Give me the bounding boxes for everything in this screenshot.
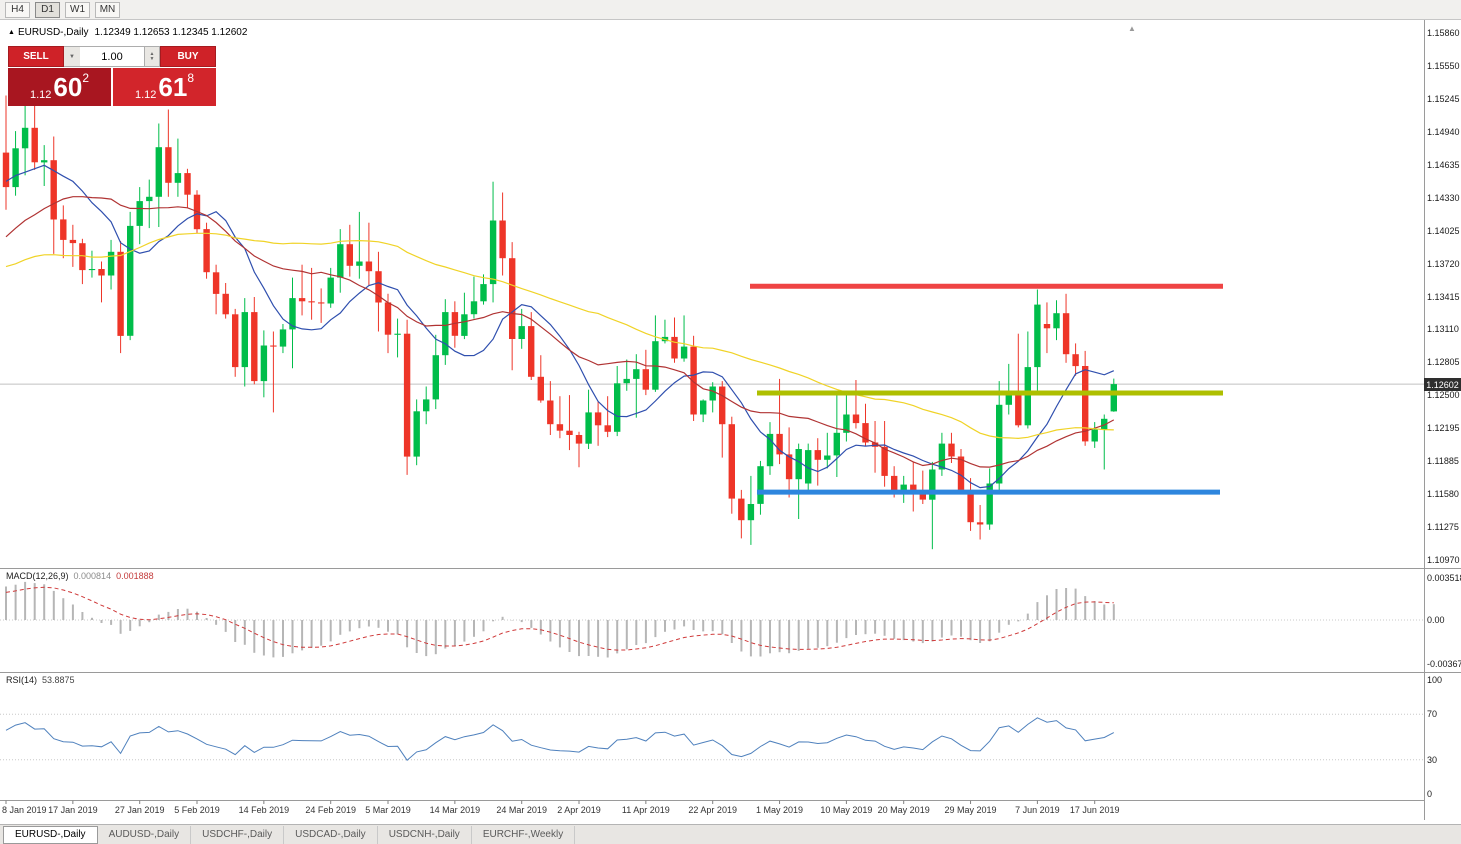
- ma-10-line: [5, 164, 1115, 489]
- ma-21-line: [5, 196, 1115, 468]
- rsi-line: [5, 717, 1115, 761]
- price-tick-label: 1.11275: [1427, 522, 1459, 533]
- macd-axis-label: -0.00367: [1427, 658, 1461, 669]
- date-tick-label: 20 May 2019: [877, 805, 930, 815]
- panel-separators: [0, 20, 1461, 820]
- date-tick-label: 5 Feb 2019: [174, 805, 220, 815]
- buy-price-display[interactable]: 1.12 61 8: [113, 68, 216, 106]
- chart-symbol-label: EURUSD-,Daily: [17, 27, 89, 38]
- price-tick-label: 1.12805: [1427, 357, 1460, 368]
- rsi-axis-label: 30: [1427, 754, 1438, 765]
- date-tick-label: 27 Jan 2019: [114, 805, 165, 815]
- price-tick-label: 1.15860: [1427, 28, 1460, 38]
- price-tick-label: 1.14635: [1427, 160, 1460, 171]
- macd-axis-label: 0.003518: [1427, 572, 1461, 583]
- macd-histogram: [5, 581, 1115, 658]
- date-tick-label: 10 May 2019: [820, 805, 873, 815]
- date-tick-label: 8 Jan 2019: [2, 805, 47, 815]
- ma-50-line: [5, 232, 1114, 440]
- buy-price-point: 8: [187, 71, 195, 85]
- chart-tabs-bar: EURUSD-,Daily AUDUSD-,Daily USDCHF-,Daily U…: [0, 824, 1461, 844]
- volume-down-icon[interactable]: ▼: [149, 55, 155, 62]
- price-tick-label: 1.12195: [1427, 422, 1460, 433]
- sell-price-display[interactable]: 1.12 60 2: [8, 68, 111, 106]
- candlesticks: [2, 81, 1117, 550]
- timeframe-button-mn[interactable]: MN: [95, 1, 120, 18]
- price-tick-label: 1.14330: [1427, 192, 1460, 203]
- macd-label: MACD(12,26,9) 0.000814 0.001888: [6, 571, 154, 581]
- rsi-axis-label: 100: [1427, 675, 1443, 685]
- timeframe-button-h4[interactable]: H4: [5, 1, 30, 18]
- sell-price-pips: 60: [53, 72, 83, 102]
- volume-stepper[interactable]: ▲ ▼: [144, 46, 160, 67]
- chart-tab-usdchf-daily[interactable]: USDCHF-,Daily: [191, 825, 285, 844]
- rsi-value: 53.8875: [42, 675, 75, 685]
- chart-tab-eurusd-daily[interactable]: EURUSD-,Daily: [3, 825, 98, 844]
- date-tick-label: 2 Apr 2019: [557, 805, 601, 815]
- macd-name: MACD(12,26,9): [6, 571, 69, 581]
- one-click-trading-panel: SELL ▼ 1.00 ▲ ▼ BUY 1.12 60 2 1.12 61 8: [8, 46, 216, 106]
- sell-button[interactable]: SELL: [8, 46, 64, 67]
- date-tick-label: 24 Mar 2019: [496, 805, 547, 815]
- macd-signal-value: 0.001888: [116, 571, 154, 581]
- sell-price-prefix: 1.12: [29, 89, 52, 101]
- collapse-triangle-icon: ▲: [8, 29, 15, 36]
- buy-price-prefix: 1.12: [134, 89, 157, 101]
- rsi-name: RSI(14): [6, 675, 38, 685]
- volume-up-icon[interactable]: ▲: [149, 50, 155, 57]
- volume-dropdown-icon[interactable]: ▼: [64, 46, 80, 67]
- date-tick-label: 14 Feb 2019: [238, 805, 290, 815]
- price-tick-label: 1.15550: [1427, 61, 1460, 72]
- scroll-to-end-icon[interactable]: ▲: [1128, 24, 1136, 33]
- sell-price-point: 2: [82, 71, 90, 85]
- chart-ohlc-label: 1.12349 1.12653 1.12345 1.12602: [94, 27, 248, 38]
- buy-price-pips: 61: [158, 72, 188, 102]
- date-tick-label: 24 Feb 2019: [305, 805, 356, 815]
- horizontal-lines[interactable]: [750, 283, 1223, 495]
- price-tick-label: 1.11885: [1427, 456, 1459, 467]
- price-tick-label: 1.11580: [1427, 489, 1459, 500]
- price-tick-label: 1.14940: [1427, 127, 1460, 138]
- price-axis: 1.15860 1.15550 1.15245 1.14940 1.14635 1.143…: [1424, 0, 1461, 820]
- rsi-label: RSI(14) 53.8875: [6, 675, 75, 685]
- chart-tab-usdcnh-daily[interactable]: USDCNH-,Daily: [378, 825, 472, 844]
- rsi-axis-label: 0: [1427, 789, 1433, 799]
- price-tick-label: 1.13110: [1427, 324, 1459, 335]
- timeframe-button-d1[interactable]: D1: [35, 1, 60, 18]
- moving-averages: [5, 164, 1115, 489]
- date-tick-label: 17 Jan 2019: [48, 805, 98, 815]
- price-tick-label: 1.13415: [1427, 291, 1460, 302]
- date-tick-label: 1 May 2019: [756, 805, 804, 815]
- macd-signal-line: [5, 586, 1114, 651]
- chart-tab-audusd-daily[interactable]: AUDUSD-,Daily: [98, 825, 192, 844]
- date-tick-label: 5 Mar 2019: [365, 805, 411, 815]
- date-tick-label: 14 Mar 2019: [429, 805, 481, 815]
- timeframe-toolbar: H4 D1 W1 MN: [0, 0, 1461, 20]
- price-tick-label: 1.13720: [1427, 258, 1460, 269]
- rsi-axis-label: 70: [1427, 709, 1438, 720]
- date-tick-label: 11 Apr 2019: [621, 805, 670, 815]
- current-price-badge: 1.12602: [1424, 378, 1461, 392]
- volume-input[interactable]: 1.00: [80, 46, 144, 67]
- price-tick-label: 1.14025: [1427, 225, 1460, 236]
- chart-title: ▲ EURUSD-,Daily 1.12349 1.12653 1.12345 1.…: [8, 27, 247, 38]
- macd-axis-label: 0.00: [1427, 615, 1445, 625]
- chart-tab-usdcad-daily[interactable]: USDCAD-,Daily: [284, 825, 378, 844]
- date-tick-label: 22 Apr 2019: [688, 805, 737, 815]
- date-tick-label: 7 Jun 2019: [1015, 805, 1060, 815]
- price-tick-label: 1.10970: [1427, 555, 1460, 565]
- chart-tab-eurchf-weekly[interactable]: EURCHF-,Weekly: [472, 825, 576, 844]
- price-tick-label: 1.15245: [1427, 94, 1460, 105]
- date-tick-label: 29 May 2019: [944, 805, 997, 815]
- price-tick-label: 1.12500: [1427, 390, 1460, 401]
- date-axis: 8 Jan 2019 17 Jan 2019 27 Jan 2019 5 Feb 20…: [0, 800, 1424, 820]
- date-tick-label: 17 Jun 2019: [1069, 805, 1120, 815]
- macd-main-value: 0.000814: [73, 571, 112, 581]
- timeframe-button-w1[interactable]: W1: [65, 1, 90, 18]
- buy-button[interactable]: BUY: [160, 46, 216, 67]
